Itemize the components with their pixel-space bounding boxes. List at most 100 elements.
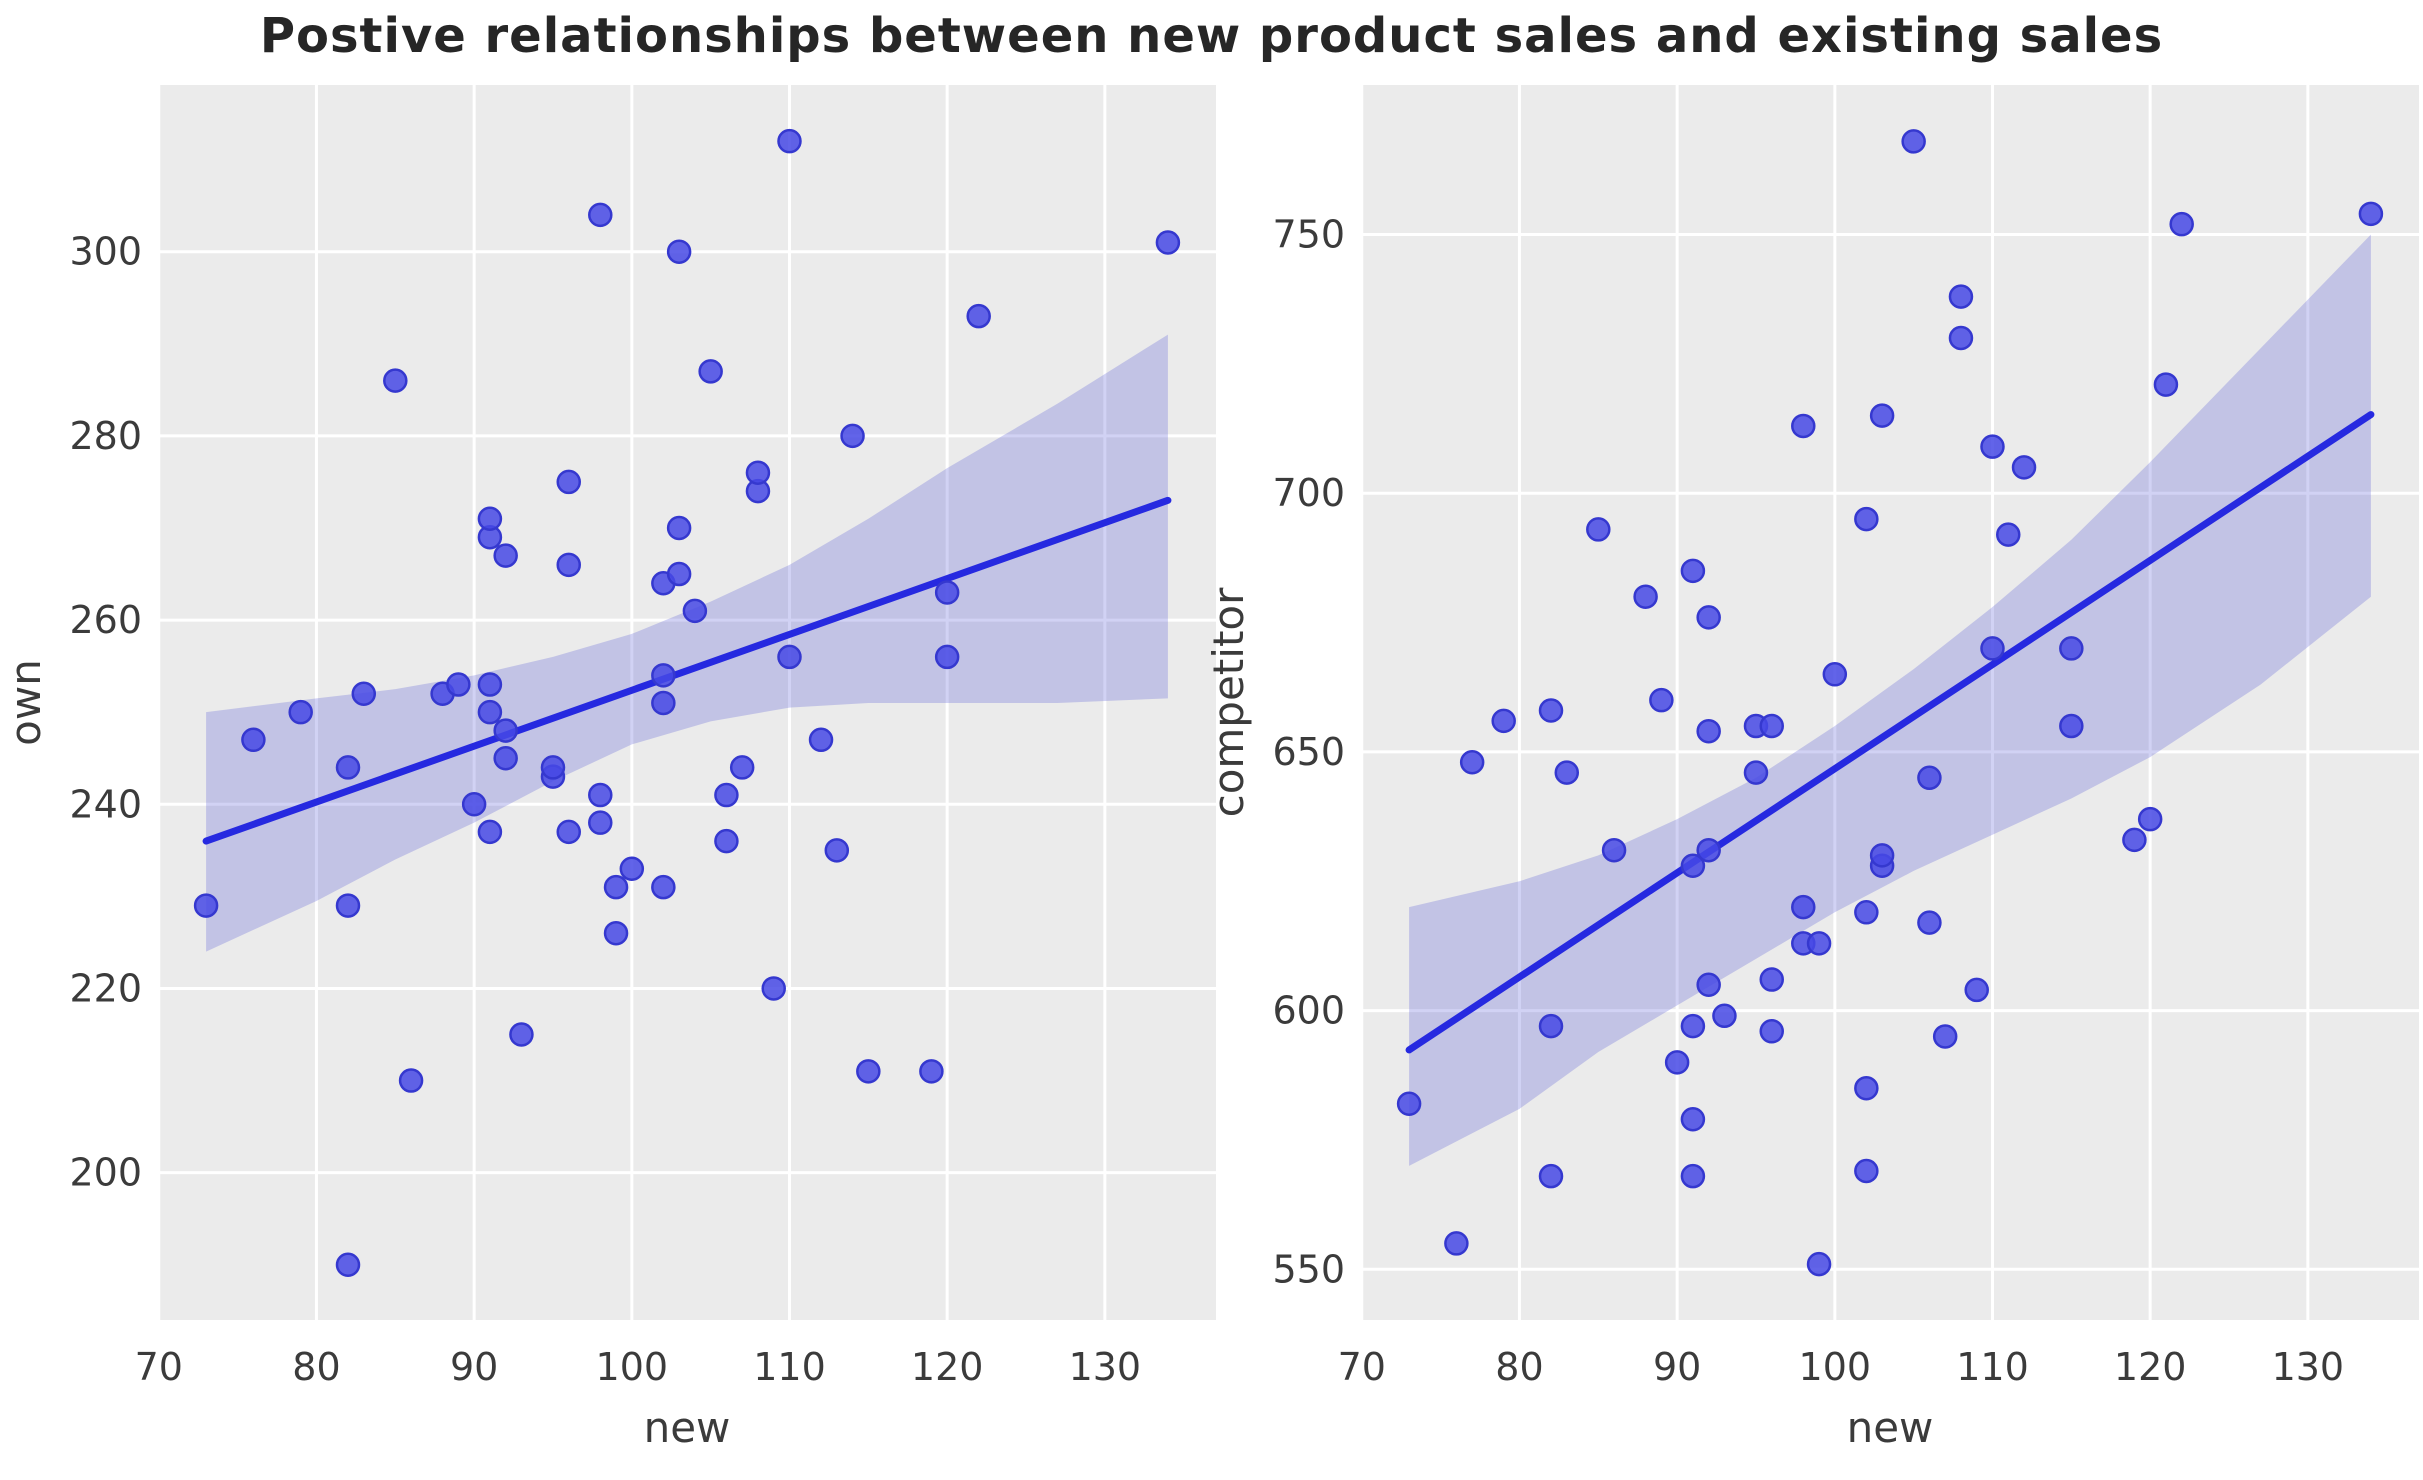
data-point: [2011, 455, 2037, 480]
y-tick-label: 700: [1272, 471, 1345, 515]
data-point: [1854, 506, 1879, 532]
data-point: [1444, 1231, 1469, 1256]
data-point: [477, 506, 503, 532]
data-point: [1538, 1163, 1564, 1189]
data-point: [919, 1059, 944, 1084]
data-point: [745, 460, 771, 485]
data-point: [1996, 522, 2021, 547]
y-tick-label: 550: [1272, 1247, 1345, 1291]
data-point: [777, 128, 802, 154]
x-tick-label: 100: [1799, 1345, 1872, 1389]
data-point: [2358, 201, 2384, 227]
data-point: [1806, 931, 1832, 956]
data-point: [651, 690, 676, 716]
data-point: [1980, 636, 2005, 661]
data-point: [493, 745, 518, 771]
data-point: [603, 874, 629, 900]
data-point: [193, 893, 219, 918]
data-point: [288, 699, 313, 725]
data-point: [556, 469, 581, 495]
data-point: [698, 359, 723, 384]
y-tick-label: 220: [69, 966, 142, 1010]
data-point: [666, 239, 692, 264]
data-point: [729, 755, 755, 780]
data-point: [2169, 211, 2194, 237]
x-tick-label: 120: [911, 1345, 984, 1389]
data-point: [588, 202, 613, 228]
confidence-band: [206, 334, 1168, 952]
x-tick-label: 70: [1338, 1345, 1386, 1389]
data-point: [1459, 750, 1485, 775]
data-point: [1932, 1024, 1958, 1049]
data-point: [1696, 972, 1721, 997]
data-point: [840, 423, 865, 449]
data-point: [335, 893, 361, 918]
data-point: [619, 856, 645, 881]
regression-line: [1405, 411, 2375, 1054]
data-point: [1917, 910, 1942, 935]
data-point: [477, 672, 503, 697]
data-point: [1759, 713, 1784, 739]
x-tick-label: 120: [2114, 1345, 2187, 1389]
data-point: [603, 920, 629, 946]
data-point: [335, 755, 361, 780]
data-point: [856, 1059, 881, 1084]
data-point: [1869, 843, 1895, 868]
data-point: [1791, 894, 1816, 920]
data-point: [1759, 1019, 1784, 1044]
y-axis-label: competitor: [1204, 587, 1253, 818]
data-point: [1854, 1158, 1879, 1184]
data-point: [1633, 584, 1658, 609]
data-point: [1538, 698, 1564, 723]
chart-title: Postive relationships between new produc…: [259, 8, 2164, 64]
data-point: [1586, 517, 1611, 542]
data-point: [1680, 1107, 1706, 1132]
data-point: [682, 598, 708, 624]
data-point: [666, 561, 692, 587]
y-tick-label: 750: [1272, 213, 1345, 257]
data-point: [493, 718, 518, 743]
y-tick-label: 240: [69, 782, 142, 826]
right-axes: 70 80 90 100 110 120 130 550 600 650 700 750 new comp…: [1204, 85, 2419, 1452]
x-tick-label: 70: [135, 1345, 183, 1389]
x-tick-label: 90: [450, 1345, 498, 1389]
data-point: [2059, 636, 2084, 661]
data-point: [461, 792, 487, 817]
data-point: [1854, 1075, 1879, 1101]
data-point: [777, 644, 802, 670]
data-point: [1822, 662, 1848, 687]
data-point: [1791, 413, 1816, 439]
data-point: [493, 543, 518, 568]
x-tick-label: 80: [292, 1345, 340, 1389]
data-point: [1680, 1163, 1706, 1189]
data-point: [1917, 765, 1942, 791]
data-point: [335, 1252, 361, 1277]
x-tick-label: 110: [753, 1345, 826, 1389]
data-point: [398, 1068, 424, 1093]
y-axis-label: own: [1, 659, 50, 746]
x-tick-label: 80: [1495, 1345, 1543, 1389]
data-point: [651, 874, 676, 900]
data-point: [1601, 837, 1627, 863]
data-point: [2153, 372, 2179, 397]
data-point: [966, 303, 991, 329]
data-point: [934, 580, 960, 605]
y-tick-label: 300: [69, 230, 142, 274]
data-point: [383, 368, 408, 393]
data-point: [934, 644, 960, 670]
data-point: [509, 1022, 534, 1047]
data-point: [666, 515, 692, 541]
data-point: [761, 976, 786, 1001]
x-tick-label: 100: [596, 1345, 669, 1389]
data-point: [651, 663, 676, 688]
y-tick-label: 600: [1272, 989, 1345, 1033]
x-axis-label: new: [1847, 1403, 1934, 1452]
data-point: [714, 828, 739, 854]
data-point: [556, 819, 581, 845]
data-point: [1664, 1050, 1690, 1075]
data-point: [1554, 760, 1580, 785]
data-point: [540, 755, 566, 780]
x-tick-label: 110: [1956, 1345, 2029, 1389]
data-point: [1491, 708, 1516, 734]
data-point: [1901, 129, 1926, 154]
